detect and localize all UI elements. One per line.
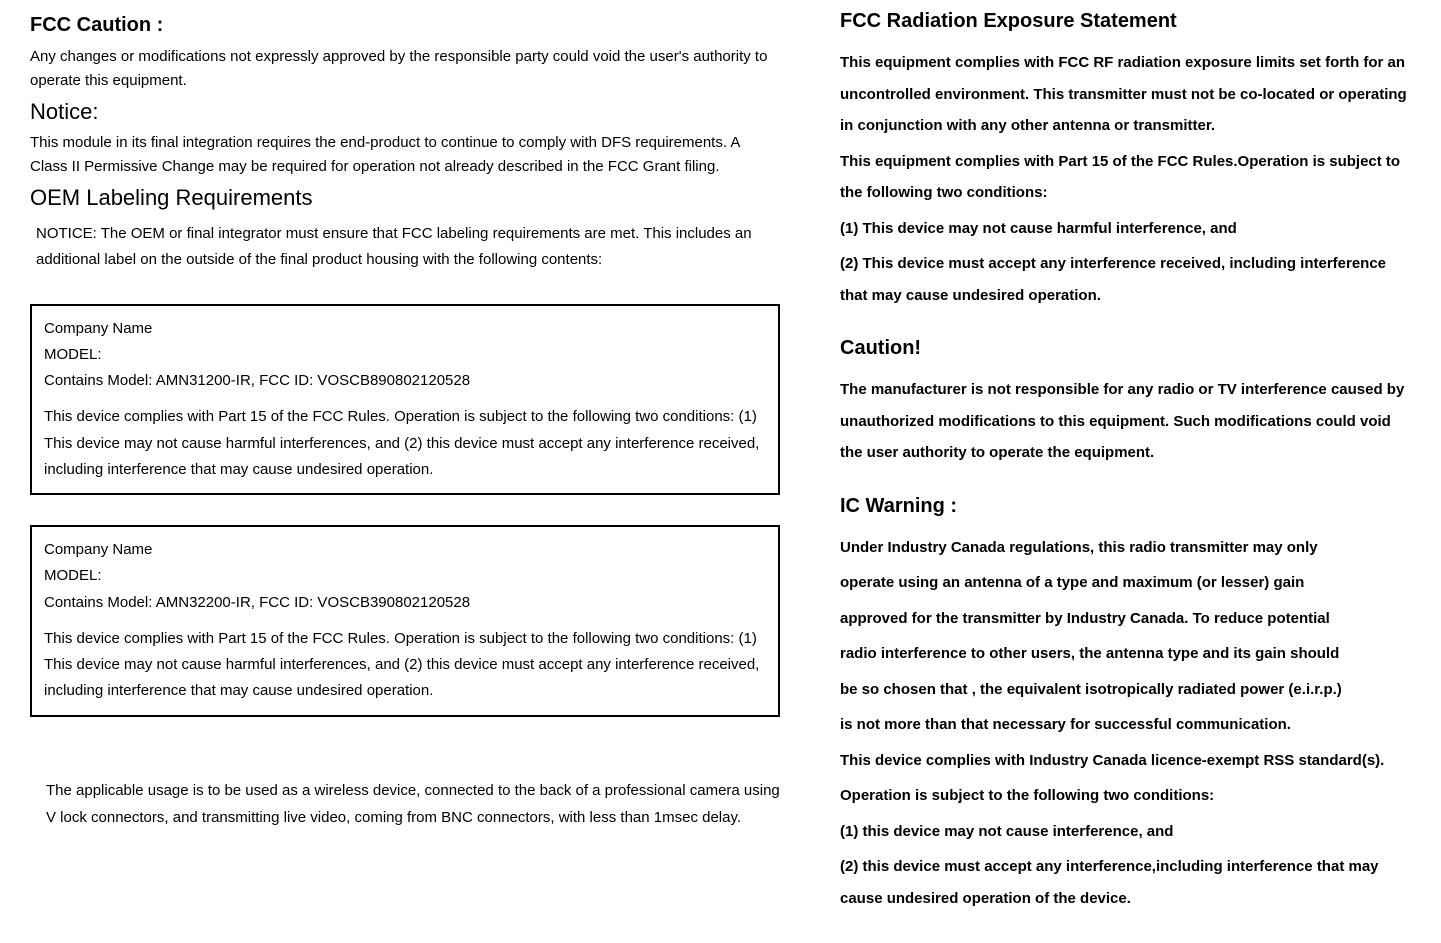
- notice-text: This module in its final integration req…: [30, 131, 780, 179]
- box2-compliance: This device complies with Part 15 of the…: [44, 626, 766, 705]
- radiation-heading: FCC Radiation Exposure Statement: [840, 10, 1410, 33]
- radiation-c1: (1) This device may not cause harmful in…: [840, 213, 1410, 245]
- box2-model-label: MODEL:: [44, 563, 766, 589]
- caution-heading: Caution!: [840, 337, 1410, 360]
- box1-company: Company Name: [44, 316, 766, 342]
- radiation-p2: This equipment complies with Part 15 of …: [840, 146, 1410, 209]
- ic-line-10: (2) this device must accept any interfer…: [840, 851, 1410, 914]
- fcc-caution-heading: FCC Caution :: [30, 14, 780, 37]
- radiation-p1: This equipment complies with FCC RF radi…: [840, 47, 1410, 142]
- box1-model-label: MODEL:: [44, 342, 766, 368]
- ic-line-1: Under Industry Canada regulations, this …: [840, 532, 1410, 564]
- box1-contains: Contains Model: AMN31200-IR, FCC ID: VOS…: [44, 368, 766, 394]
- ic-line-9: (1) this device may not cause interferen…: [840, 816, 1410, 848]
- ic-line-3: approved for the transmitter by Industry…: [840, 603, 1410, 635]
- notice-heading: Notice:: [30, 99, 780, 125]
- fcc-caution-text: Any changes or modifications not express…: [30, 45, 780, 93]
- box2-company: Company Name: [44, 537, 766, 563]
- left-column: FCC Caution : Any changes or modificatio…: [30, 10, 780, 918]
- ic-line-4: radio interference to other users, the a…: [840, 638, 1410, 670]
- label-box-2: Company Name MODEL: Contains Model: AMN3…: [30, 525, 780, 717]
- box1-compliance: This device complies with Part 15 of the…: [44, 404, 766, 483]
- ic-line-2: operate using an antenna of a type and m…: [840, 567, 1410, 599]
- label-box-1: Company Name MODEL: Contains Model: AMN3…: [30, 304, 780, 496]
- ic-line-7: This device complies with Industry Canad…: [840, 745, 1410, 777]
- right-column: FCC Radiation Exposure Statement This eq…: [840, 10, 1410, 918]
- ic-line-6: is not more than that necessary for succ…: [840, 709, 1410, 741]
- ic-line-5: be so chosen that , the equivalent isotr…: [840, 674, 1410, 706]
- oem-notice-text: NOTICE: The OEM or final integrator must…: [30, 221, 780, 274]
- ic-line-8: Operation is subject to the following tw…: [840, 780, 1410, 812]
- usage-text: The applicable usage is to be used as a …: [30, 777, 780, 831]
- radiation-c2: (2) This device must accept any interfer…: [840, 248, 1410, 311]
- caution-text: The manufacturer is not responsible for …: [840, 374, 1410, 469]
- box2-contains: Contains Model: AMN32200-IR, FCC ID: VOS…: [44, 590, 766, 616]
- ic-warning-heading: IC Warning :: [840, 495, 1410, 518]
- oem-heading: OEM Labeling Requirements: [30, 185, 780, 211]
